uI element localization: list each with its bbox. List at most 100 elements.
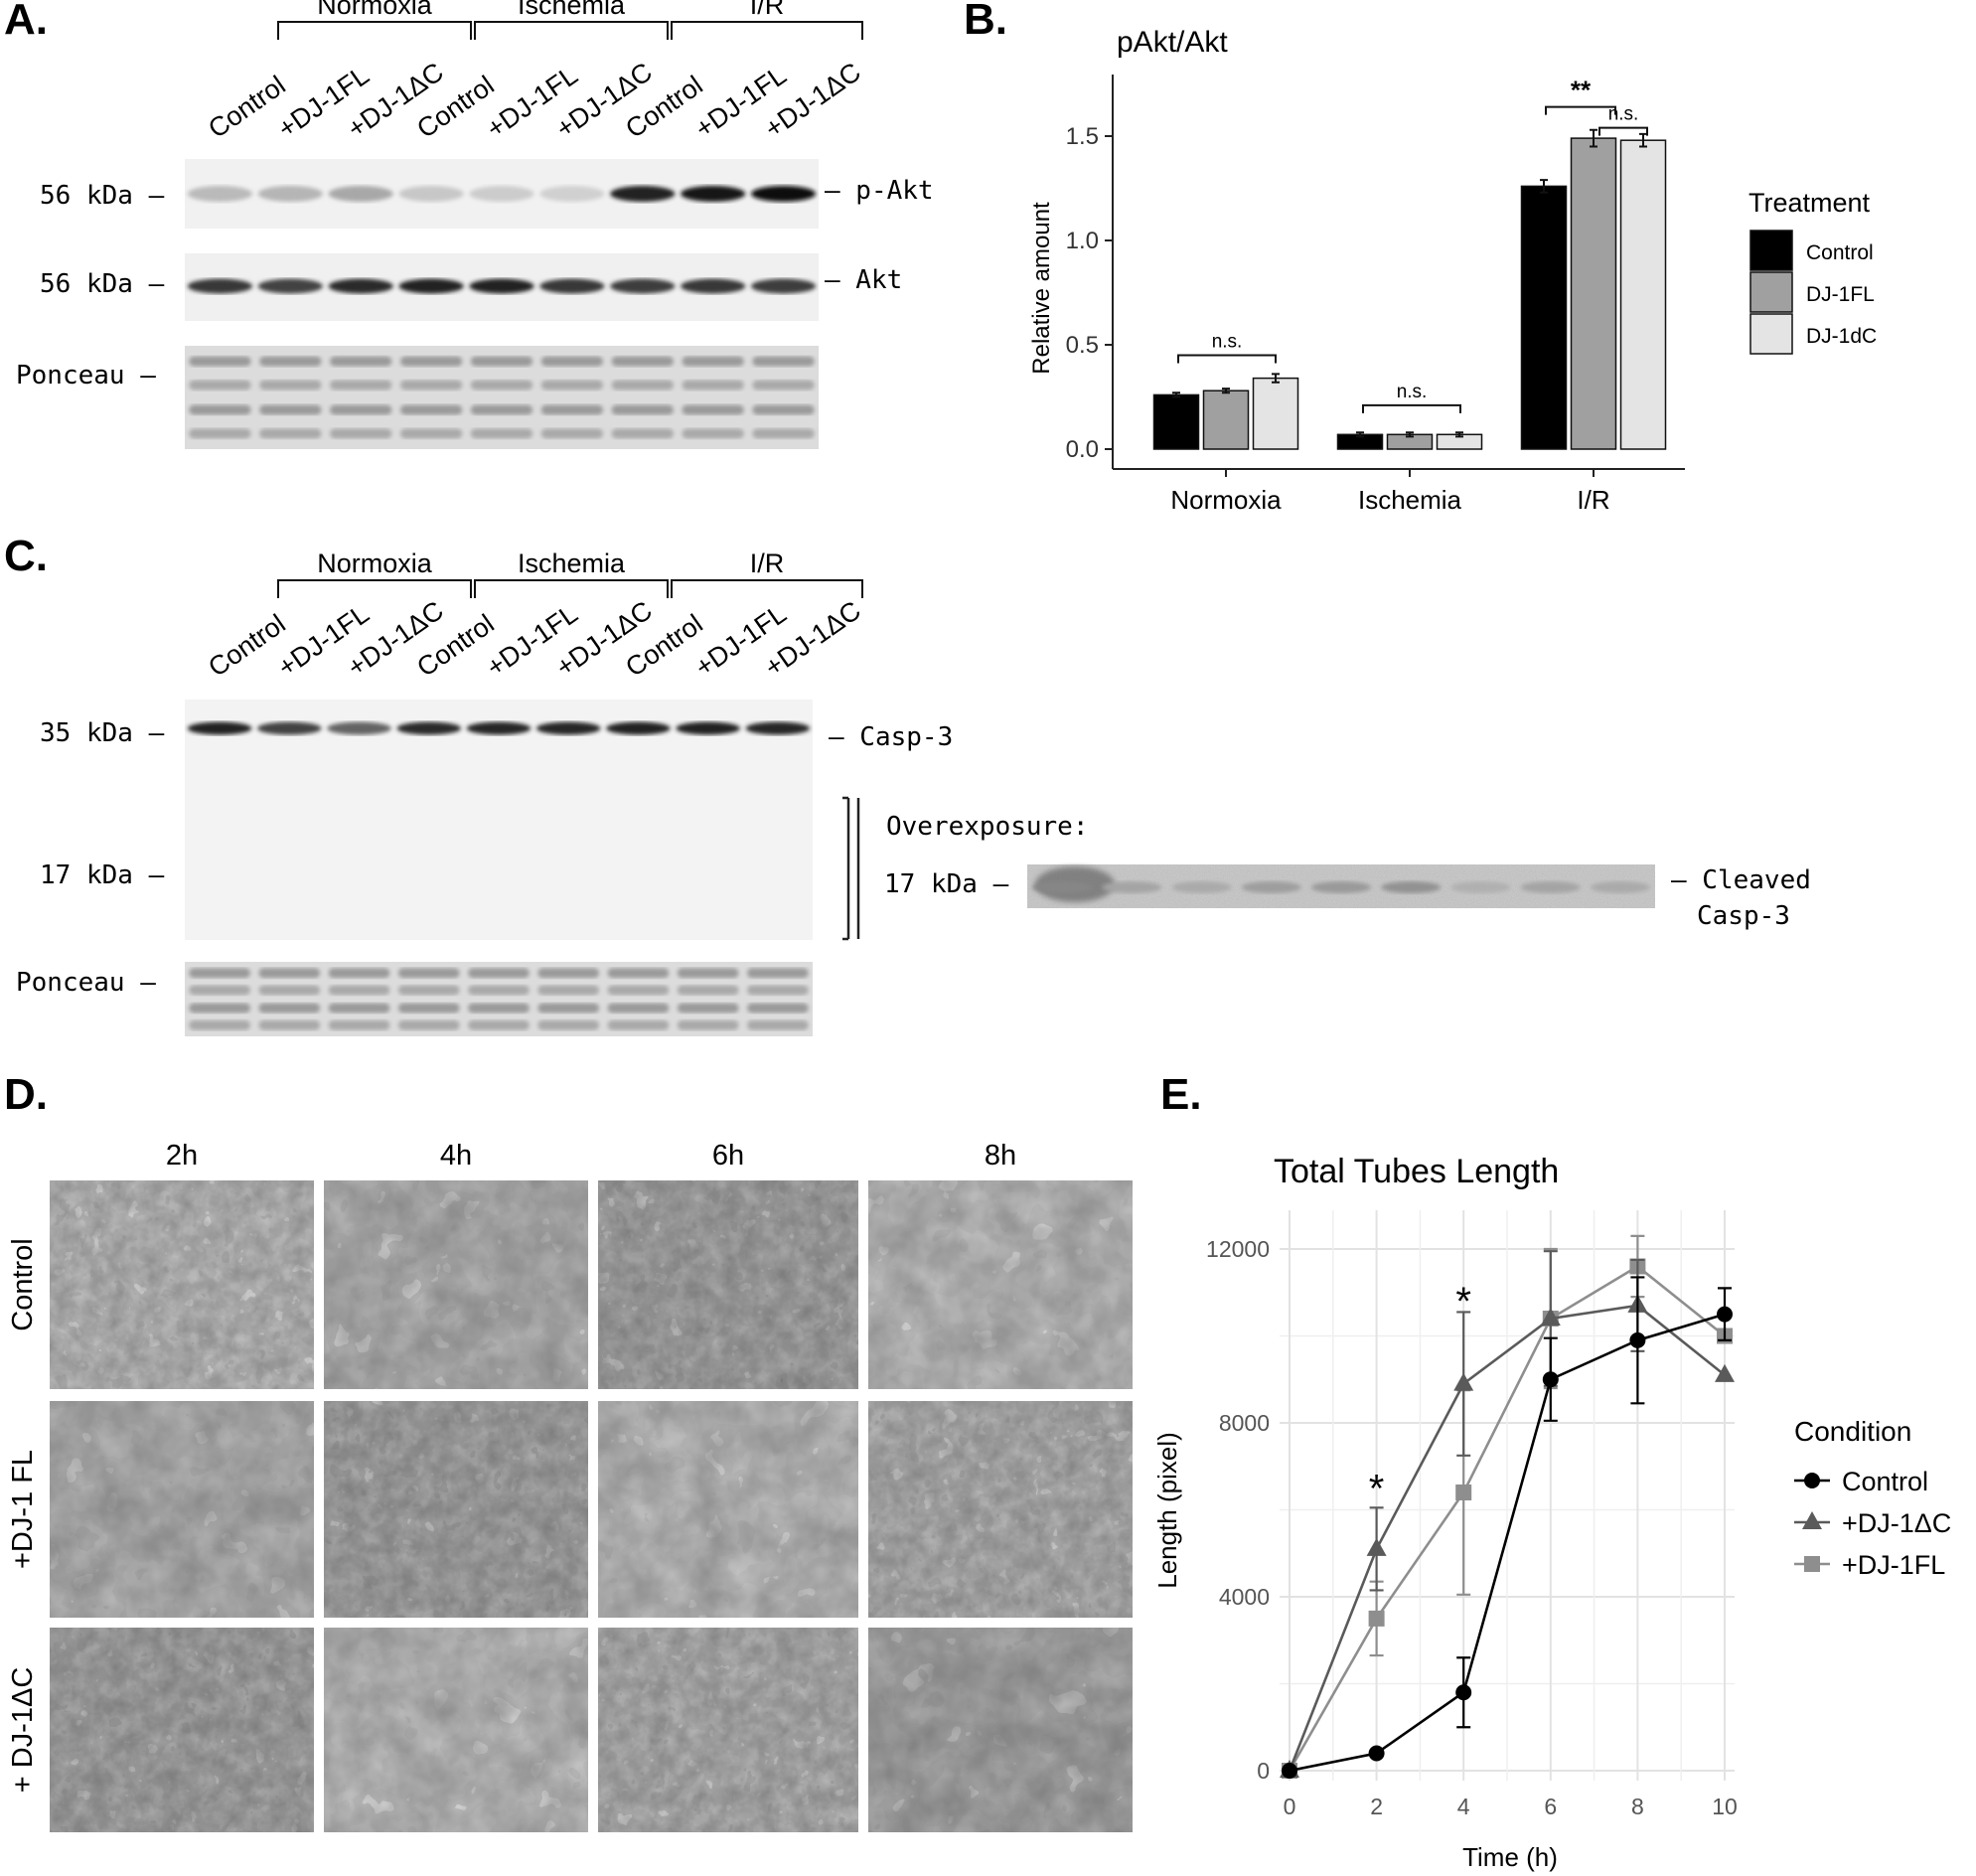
chart-e-point-1-1: [1366, 1537, 1387, 1556]
ponceau-a-lane-6-band-1: [611, 380, 674, 391]
chart-e-xtick-label-3: 6: [1544, 1794, 1557, 1819]
chart-e-marks: 0 4000 8000 12000 0 2 4 6 8 10 * *: [1206, 1210, 1738, 1819]
panel-c-letter: C.: [4, 532, 48, 580]
akt-band-1: [257, 278, 323, 294]
casp3-band-1: [257, 721, 322, 735]
cleaved-band-3: [1241, 881, 1301, 893]
ponceau-c-lane-8-band-2: [746, 1003, 809, 1014]
casp3-band-6: [606, 721, 671, 735]
chart-e-title: Total Tubes Length: [1274, 1153, 1559, 1190]
ponceau-c-lane-6-band-3: [607, 1019, 670, 1030]
ponceau-a-lane-3-band-2: [399, 404, 463, 415]
chart-e-point-2-2: [1455, 1485, 1472, 1500]
pakt-band-2: [328, 186, 393, 202]
cleaved-band-5: [1381, 881, 1442, 893]
micrograph-time-3: 8h: [985, 1140, 1016, 1172]
ponceau-a-lane-7-band-3: [682, 428, 744, 439]
ponceau-c-lane-2-band-1: [328, 985, 390, 996]
chart-b-sig-label-1: n.s.: [1397, 382, 1428, 402]
ponceau-a-lane-0-band-0: [189, 356, 251, 367]
chart-e-xtick-label-1: 2: [1370, 1794, 1383, 1819]
casp3-band-8: [745, 721, 811, 735]
chart-b-errorbar-2-2: [1639, 132, 1647, 148]
micrograph-2-2: [598, 1628, 858, 1832]
ponceau-c-lane-2-band-3: [328, 1019, 390, 1030]
micrograph-time-2: 6h: [712, 1140, 744, 1172]
akt-band-7: [681, 278, 746, 294]
chart-b-marks: 0.0 0.5 1.0 1.5 Normoxia Ischemia I/R n.s. n.s. *…: [1066, 76, 1667, 515]
ponceau-c-lane-7-band-2: [677, 1003, 739, 1014]
ponceau-c-lane-8-band-1: [746, 985, 809, 996]
ponceau-a-lane-5-band-2: [540, 404, 604, 415]
ponceau-c-lane-0-band-1: [189, 985, 251, 996]
chart-b-title: pAkt/Akt: [1117, 26, 1228, 59]
cleaved-kda-label: 17 kDa –: [40, 860, 165, 890]
ponceau-c-lane-0-band-3: [189, 1019, 251, 1030]
micrograph-row-label-2: + DJ-1ΔC: [7, 1667, 39, 1794]
ponceau-c-lane-4-band-3: [468, 1019, 530, 1030]
chart-e-legend-marker-0: [1804, 1473, 1820, 1488]
chart-b-xtick-label-2: I/R: [1577, 485, 1609, 515]
casp3-band-3: [396, 721, 462, 735]
chart-b-errorbar-0-0: [1172, 391, 1180, 398]
chart-e-xtick-label-0: 0: [1284, 1794, 1296, 1819]
ponceau-c-lane-1-band-0: [258, 968, 321, 979]
ponceau-a-lane-2-band-1: [330, 380, 392, 391]
chart-e-legend-label-2: +DJ-1FL: [1842, 1550, 1945, 1580]
casp3-blot: [185, 700, 813, 940]
chart-e-ytick-label-0: 0: [1257, 1758, 1270, 1784]
akt-band-8: [750, 278, 817, 294]
chart-b-legend-title: Treatment: [1748, 188, 1871, 218]
ponceau-c-lane-7-band-1: [677, 985, 739, 996]
ponceau-a-lane-4-band-0: [470, 356, 533, 367]
cleaved-band-6: [1450, 881, 1511, 893]
ponceau-c-lane-4-band-1: [468, 985, 530, 996]
chart-b-legend-swatch-1: [1749, 271, 1793, 313]
chart-e-legend-marker-2: [1804, 1556, 1820, 1572]
akt-band-3: [398, 278, 464, 294]
akt-label: – Akt: [825, 265, 902, 295]
chart-e-legend-entries: Control +DJ-1ΔC +DJ-1FL: [1794, 1467, 1951, 1580]
chart-b-sig-bracket-3: [1598, 126, 1648, 136]
group-bracket-0: [277, 21, 472, 40]
chart-b-legend-label-2: DJ-1dC: [1806, 325, 1877, 348]
chart-b-legend: Treatment Control DJ-1FL DJ-1dC: [1748, 188, 1877, 355]
ponceau-c-lane-2-band-0: [328, 968, 390, 979]
micrograph-time-1: 4h: [440, 1140, 472, 1172]
ponceau-a-lane-0-band-2: [189, 404, 251, 415]
chart-e-point-0-2: [1455, 1684, 1472, 1701]
chart-e-point-1-5: [1715, 1363, 1735, 1382]
ponceau-c-lane-3-band-1: [397, 985, 460, 996]
ponceau-c-lane-5-band-3: [537, 1019, 600, 1030]
ponceau-a-lane-2-band-3: [330, 428, 392, 439]
akt-bands: [187, 278, 817, 294]
ponceau-a-lane-5-band-3: [540, 428, 604, 439]
ponceau-a-lane-3-band-3: [399, 428, 463, 439]
ponceau-bands-a: [189, 356, 815, 439]
ponceau-c-lane-8-band-3: [746, 1019, 809, 1030]
chart-e-line-0: [1289, 1313, 1726, 1773]
ponceau-a-lane-5-band-1: [540, 380, 604, 391]
micrograph-1-1: [324, 1401, 588, 1618]
cleaved-band-7: [1520, 881, 1581, 893]
ponceau-a-lane-7-band-2: [682, 404, 744, 415]
panel-e-letter: E.: [1160, 1070, 1202, 1119]
ponceau-a-lane-1-band-1: [259, 380, 322, 391]
ponceau-c-lane-7-band-3: [677, 1019, 739, 1030]
ponceau-a-lane-8-band-3: [752, 428, 815, 439]
cleaved-casp3-label-2: Casp-3: [1697, 901, 1790, 931]
ponceau-a-lane-8-band-1: [752, 380, 815, 391]
chart-e-xtick-label-5: 10: [1712, 1794, 1738, 1819]
chart-b-sig-label-0: n.s.: [1212, 332, 1243, 353]
chart-b-bar-0-0: [1152, 393, 1200, 450]
pakt-band-5: [539, 186, 605, 202]
casp3-kda-label: 35 kDa –: [40, 718, 165, 748]
casp3-band-4: [466, 721, 532, 735]
ponceau-a-lane-4-band-1: [470, 380, 533, 391]
chart-b-ylabel: Relative amount: [1028, 202, 1055, 375]
group-label-1: Ischemia: [518, 548, 626, 578]
micrograph-time-0: 2h: [166, 1140, 198, 1172]
akt-band-6: [610, 278, 676, 294]
chart-b-legend-label-0: Control: [1806, 241, 1874, 264]
chart-b-sig-bracket-2: [1545, 105, 1616, 115]
